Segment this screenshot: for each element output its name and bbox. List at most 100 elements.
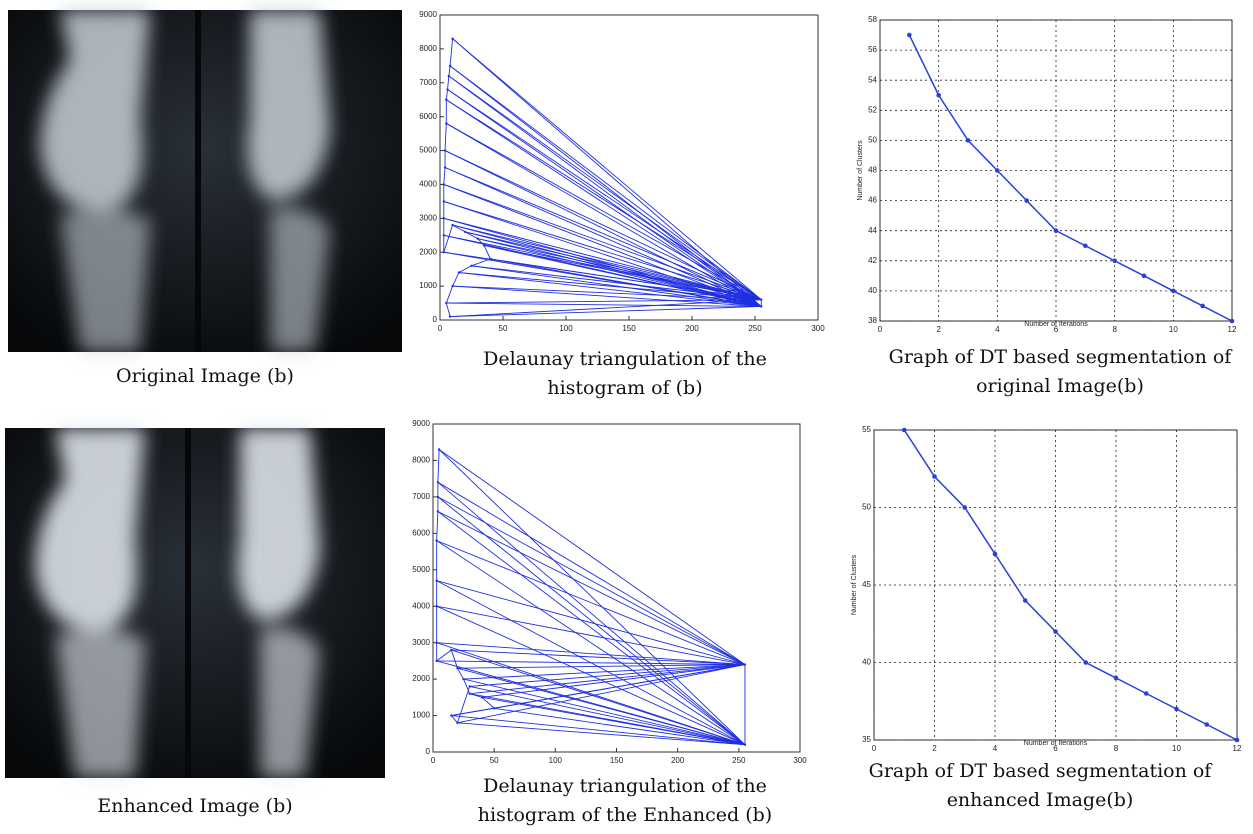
triangulation-edge xyxy=(484,245,762,307)
triangulation-edge xyxy=(436,649,452,662)
triangulation-edge xyxy=(437,481,746,665)
histogram-point xyxy=(760,305,763,308)
triangulation-edge xyxy=(452,38,762,301)
caption: histogram of (b) xyxy=(547,377,702,399)
x-tick-label: 4 xyxy=(995,325,1000,334)
y-tick-label: 2000 xyxy=(412,674,430,683)
triangulation-edge xyxy=(464,231,479,240)
data-point xyxy=(1229,318,1235,324)
histogram-point xyxy=(462,677,465,681)
triangulation-edge xyxy=(437,496,746,746)
caption: histogram of the Enhanced (b) xyxy=(478,804,772,826)
histogram-point xyxy=(442,251,445,254)
triangulation-edge xyxy=(448,65,451,77)
histogram-point xyxy=(436,481,440,484)
y-tick-label: 8000 xyxy=(412,456,430,465)
x-axis-label: Number of Iterations xyxy=(1024,740,1088,747)
y-tick-label: 4000 xyxy=(419,180,437,189)
x-tick-label: 8 xyxy=(1114,744,1119,753)
histogram-point xyxy=(480,696,484,699)
histogram-point xyxy=(447,74,451,78)
data-point xyxy=(1053,629,1058,634)
y-tick-label: 46 xyxy=(868,196,877,205)
data-point xyxy=(1171,288,1176,294)
y-tick-label: 40 xyxy=(862,658,871,667)
histogram-point xyxy=(435,605,438,608)
data-point xyxy=(907,32,912,38)
triangulation-edge xyxy=(490,258,762,307)
histogram-point xyxy=(456,666,459,670)
y-tick-label: 3000 xyxy=(412,638,430,647)
y-tick-label: 42 xyxy=(868,256,877,265)
x-tick-label: 8 xyxy=(1112,325,1117,334)
histogram-point xyxy=(482,244,486,247)
histogram-point xyxy=(489,257,492,261)
triangulation-edge xyxy=(444,123,447,151)
x-tick-label: 0 xyxy=(438,324,443,333)
y-tick-label: 55 xyxy=(862,425,871,434)
triangulation-edge xyxy=(443,200,762,301)
y-tick-label: 44 xyxy=(868,226,877,235)
triangulation-edge xyxy=(436,605,746,665)
triangulation-edge xyxy=(452,38,762,307)
triangulation-edge xyxy=(452,224,762,307)
x-tick-label: 0 xyxy=(431,756,436,765)
x-tick-label: 12 xyxy=(1233,744,1242,753)
x-tick-label: 4 xyxy=(993,744,998,753)
x-tick-label: 200 xyxy=(671,756,685,765)
triangulation-edge xyxy=(437,496,746,665)
y-tick-label: 50 xyxy=(862,503,871,512)
caption: original Image(b) xyxy=(976,375,1144,397)
histogram-point xyxy=(437,448,441,451)
x-tick-label: 100 xyxy=(559,324,573,333)
chart: 0 1000 2000 3000 4000 5000 6000 7000 8000 9000 0 50… xyxy=(419,10,825,399)
data-point xyxy=(1083,660,1089,665)
histogram-point xyxy=(448,315,452,318)
histogram-point xyxy=(457,271,461,274)
histogram-point xyxy=(445,122,448,125)
triangulation-edge xyxy=(477,238,485,246)
triangulation-edge xyxy=(490,258,762,301)
y-tick-label: 45 xyxy=(862,580,871,589)
data-point xyxy=(995,168,1000,173)
triangulation-edge xyxy=(451,649,746,746)
caption: Delaunay triangulation of the xyxy=(483,348,767,370)
y-tick-label: 54 xyxy=(868,75,877,84)
triangulation-edge xyxy=(438,449,746,665)
x-axis-label: Number of Iterations xyxy=(1024,321,1088,328)
triangulation-edge xyxy=(437,511,746,665)
y-tick-label: 2000 xyxy=(419,247,437,256)
triangulation-edge xyxy=(443,224,454,253)
triangulation-edge xyxy=(469,693,483,698)
y-tick-label: 52 xyxy=(868,105,877,114)
data-point xyxy=(1234,737,1240,743)
data-point xyxy=(1083,243,1088,249)
triangulation-edge xyxy=(445,285,454,304)
y-tick-label: 48 xyxy=(868,166,877,175)
triangulation-edge xyxy=(458,265,472,273)
triangulation-edge xyxy=(471,258,491,267)
triangulation-edge xyxy=(437,449,440,483)
triangulation-edge xyxy=(452,224,466,233)
histogram-point xyxy=(442,234,445,237)
y-tick-label: 9000 xyxy=(419,10,437,19)
y-tick-label: 1000 xyxy=(412,711,430,720)
triangulation-edge xyxy=(457,722,745,746)
y-tick-label: 56 xyxy=(868,45,877,54)
histogram-point xyxy=(442,200,445,203)
triangulation-edge xyxy=(463,664,745,680)
triangulation-edge xyxy=(457,664,745,669)
x-tick-label: 0 xyxy=(878,325,883,334)
data-point xyxy=(962,505,968,510)
x-tick-label: 300 xyxy=(793,756,807,765)
data-point xyxy=(1024,198,1029,203)
triangulation-edge xyxy=(483,245,491,260)
histogram-point xyxy=(436,510,440,513)
histogram-point xyxy=(743,663,747,666)
triangulation-edge xyxy=(469,685,746,746)
triangulation-edge xyxy=(463,678,471,694)
triangulation-edge xyxy=(463,678,746,746)
x-tick-label: 150 xyxy=(622,324,636,333)
data-point xyxy=(1200,303,1205,309)
